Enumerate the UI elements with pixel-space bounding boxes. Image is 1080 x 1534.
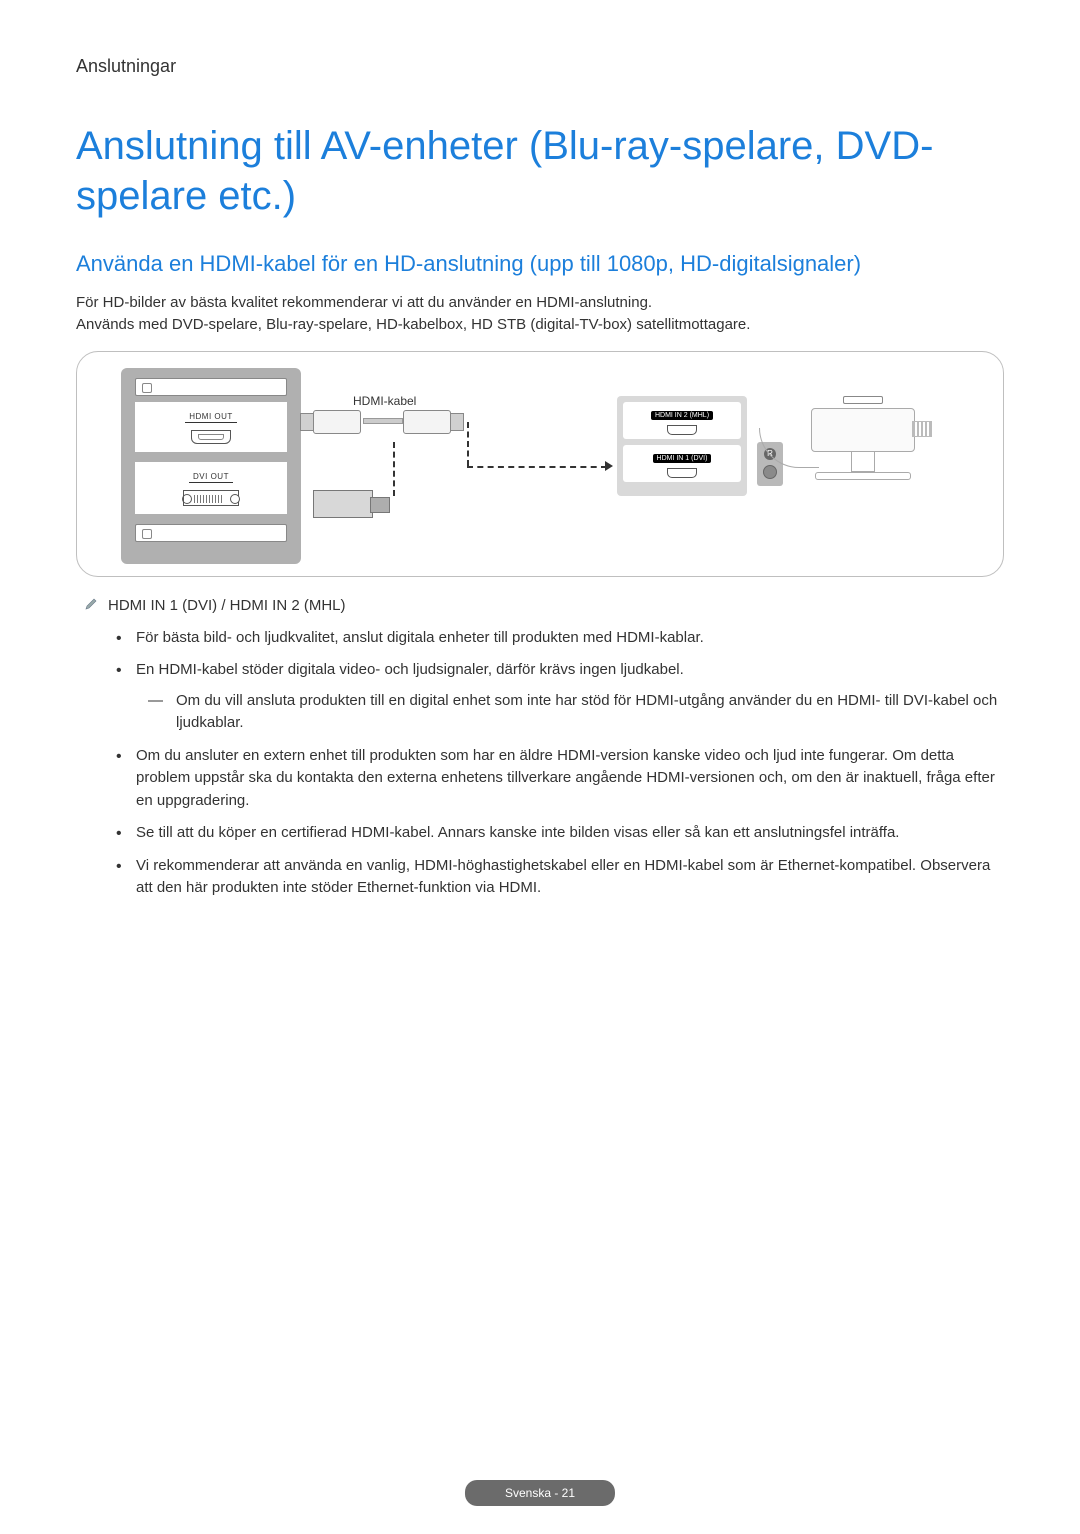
notes-header: HDMI IN 1 (DVI) / HDMI IN 2 (MHL) bbox=[84, 597, 1004, 615]
notes-section: HDMI IN 1 (DVI) / HDMI IN 2 (MHL) För bä… bbox=[76, 597, 1004, 900]
list-item: En HDMI-kabel stöder digitala video- och… bbox=[136, 659, 1004, 735]
page-footer: Svenska - 21 bbox=[465, 1480, 615, 1506]
pencil-icon bbox=[84, 597, 98, 615]
monitor-stand-icon bbox=[851, 452, 875, 472]
cable-path-icon bbox=[467, 422, 469, 466]
cable-path-icon bbox=[467, 466, 607, 468]
dvi-port-icon bbox=[183, 490, 239, 506]
bullet-text: Om du ansluter en extern enhet till prod… bbox=[136, 747, 995, 809]
notes-list: För bästa bild- och ljudkvalitet, anslut… bbox=[76, 627, 1004, 900]
connection-diagram: HDMI OUT DVI OUT HDMI-kabel bbox=[76, 351, 1004, 577]
audio-jack-icon bbox=[763, 465, 777, 479]
bullet-text: Se till att du köper en certifierad HDMI… bbox=[136, 824, 899, 841]
port-label: HDMI IN 1 (DVI) bbox=[653, 454, 712, 463]
monitor-body-icon bbox=[811, 408, 915, 452]
bullet-text: Vi rekommenderar att använda en vanlig, … bbox=[136, 857, 990, 897]
hdmi-port-icon bbox=[667, 425, 697, 435]
monitor-icon bbox=[783, 396, 943, 506]
player-device-icon bbox=[135, 524, 287, 542]
intro-line: Används med DVD-spelare, Blu-ray-spelare… bbox=[76, 314, 1004, 337]
target-device-ports: HDMI IN 2 (MHL) HDMI IN 1 (DVI) R bbox=[617, 396, 747, 496]
arrow-icon bbox=[605, 461, 613, 471]
intro-line: För HD-bilder av bästa kvalitet rekommen… bbox=[76, 292, 1004, 315]
source-hdmi-port: HDMI OUT bbox=[135, 402, 287, 452]
hdmi-port-icon bbox=[667, 468, 697, 478]
bullet-text: För bästa bild- och ljudkvalitet, anslut… bbox=[136, 629, 704, 646]
hdmi-port-icon bbox=[191, 430, 231, 444]
target-port: HDMI IN 1 (DVI) bbox=[623, 445, 741, 482]
section-label: Anslutningar bbox=[76, 56, 1004, 77]
plug-tip-icon bbox=[450, 413, 464, 431]
hdmi-connector-icon bbox=[313, 410, 361, 434]
cable-path-icon bbox=[393, 442, 395, 496]
port-label: HDMI IN 2 (MHL) bbox=[651, 411, 713, 420]
source-dvi-port: DVI OUT bbox=[135, 462, 287, 514]
list-item: För bästa bild- och ljudkvalitet, anslut… bbox=[136, 627, 1004, 650]
port-label: HDMI OUT bbox=[185, 412, 237, 423]
list-item: Se till att du köper en certifierad HDMI… bbox=[136, 822, 1004, 845]
port-label: DVI OUT bbox=[189, 472, 233, 483]
monitor-base-icon bbox=[815, 472, 911, 480]
monitor-top-icon bbox=[843, 396, 883, 404]
hdmi-connector-icon bbox=[403, 410, 451, 434]
sub-list-item: Om du vill ansluta produkten till en dig… bbox=[176, 690, 1004, 735]
cable-segment-icon bbox=[363, 418, 403, 424]
document-page: Anslutningar Anslutning till AV-enheter … bbox=[0, 0, 1080, 900]
bullet-text: En HDMI-kabel stöder digitala video- och… bbox=[136, 661, 684, 678]
page-title: Anslutning till AV-enheter (Blu-ray-spel… bbox=[76, 121, 1004, 221]
plug-tip-icon bbox=[300, 413, 314, 431]
player-device-icon bbox=[135, 378, 287, 396]
list-item: Vi rekommenderar att använda en vanlig, … bbox=[136, 855, 1004, 900]
notes-header-text: HDMI IN 1 (DVI) / HDMI IN 2 (MHL) bbox=[108, 597, 346, 614]
source-device-block: HDMI OUT DVI OUT bbox=[121, 368, 301, 564]
intro-text: För HD-bilder av bästa kvalitet rekommen… bbox=[76, 292, 1004, 337]
cable-label: HDMI-kabel bbox=[353, 394, 416, 408]
target-port: HDMI IN 2 (MHL) bbox=[623, 402, 741, 439]
dvi-connector-icon bbox=[313, 490, 373, 518]
list-item: Om du ansluter en extern enhet till prod… bbox=[136, 745, 1004, 813]
subtitle: Använda en HDMI-kabel för en HD-anslutni… bbox=[76, 249, 1004, 280]
